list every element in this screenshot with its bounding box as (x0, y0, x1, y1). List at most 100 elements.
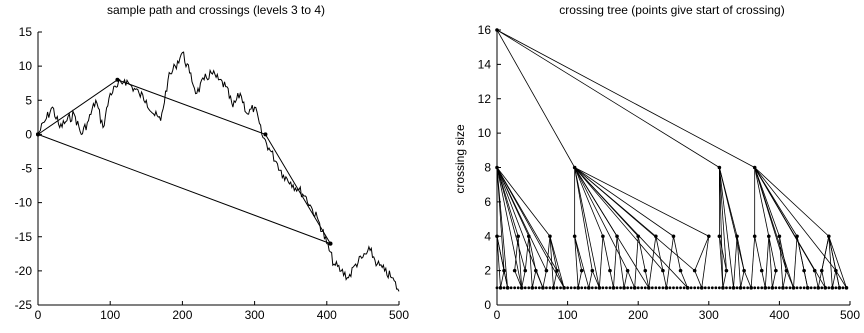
tree-node (523, 268, 528, 273)
tree-node-level1 (562, 286, 566, 290)
tree-edge (574, 167, 628, 271)
tree-edge (574, 167, 593, 271)
tree-edge (496, 29, 576, 168)
tree-node (601, 234, 605, 239)
left-y-tick-label: 10 (19, 59, 33, 73)
tree-edge (754, 167, 830, 237)
tree-node-level1 (732, 286, 735, 290)
tree-edge (754, 167, 794, 288)
tree-node (526, 234, 531, 239)
tree-node (678, 268, 683, 273)
tree-node-level1 (534, 286, 538, 290)
tree-node-level1 (668, 286, 672, 290)
tree-edge (496, 29, 720, 168)
tree-node-level1 (672, 286, 675, 290)
tree-edge (722, 270, 727, 288)
tree-node-level1 (629, 286, 633, 290)
tree-edge (528, 236, 537, 271)
tree-node-level1 (725, 286, 728, 290)
tree-edge (666, 236, 674, 288)
tree-node-level1 (756, 286, 760, 290)
tree-node (548, 234, 552, 239)
tree-node-level1 (749, 286, 753, 290)
tree-node-level1 (657, 286, 661, 290)
tree-edge (786, 270, 794, 288)
tree-node (512, 268, 517, 273)
tree-node (707, 234, 711, 239)
right-y-tick-label: 12 (478, 92, 492, 106)
tree-edge (768, 236, 773, 288)
tree-node (717, 234, 722, 239)
tree-edge (496, 236, 501, 288)
tree-edge (549, 236, 565, 288)
tree-node-level1 (520, 286, 524, 290)
tree-edge (574, 236, 590, 288)
tree-node-level1 (742, 286, 746, 290)
tree-edge (782, 270, 787, 288)
tree-edge (574, 167, 664, 271)
right-x-tick-label: 300 (699, 308, 719, 322)
tree-node-level1 (686, 286, 690, 290)
tree-node-level1 (523, 286, 527, 290)
tree-node-level1 (739, 286, 742, 290)
tree-edge (574, 167, 695, 271)
tree-node-level1 (781, 286, 785, 290)
tree-edge (743, 270, 752, 288)
tree-node-level1 (845, 286, 848, 290)
tree-node-level1 (820, 286, 824, 290)
tree-edge (768, 236, 777, 271)
tree-edge (496, 167, 565, 289)
tree-node-level1 (612, 286, 615, 290)
right-y-tick-label: 6 (484, 195, 491, 209)
tree-node-level1 (693, 286, 697, 290)
tree-edge (793, 236, 798, 288)
tree-node-level1 (770, 286, 774, 290)
tree-node-level1 (605, 286, 608, 290)
left-y-tick-label: -10 (15, 196, 33, 210)
tree-edge (736, 236, 741, 288)
tree-node-level1 (675, 286, 679, 290)
tree-edge (514, 236, 519, 271)
tree-node-level1 (682, 286, 686, 290)
tree-node-level1 (735, 286, 739, 290)
right-y-tick-label: 4 (484, 229, 491, 243)
tree-node-level1 (569, 286, 573, 290)
left-chart-title: sample path and crossings (levels 3 to 4… (107, 3, 325, 17)
tree-node-level1 (710, 286, 714, 290)
tree-node (784, 268, 789, 273)
tree-node-level1 (597, 286, 601, 290)
crossing-point (328, 241, 333, 246)
tree-node (661, 268, 665, 273)
crossing-chord-series-2 (37, 133, 331, 245)
tree-edge (779, 236, 784, 288)
tree-edge (613, 236, 618, 288)
tree-node (802, 268, 806, 273)
tree-edge (496, 29, 755, 168)
tree-node (643, 268, 648, 273)
tree-node (502, 268, 506, 273)
tree-node-level1 (760, 286, 764, 290)
tree-node-level1 (583, 286, 587, 290)
tree-node-level1 (502, 286, 506, 290)
tree-node-level1 (587, 286, 591, 290)
crossing-chord-series-1 (37, 79, 331, 244)
right-x-tick-label: 500 (840, 308, 860, 322)
tree-node (742, 268, 746, 273)
tree-edge (553, 270, 558, 288)
tree-edge (803, 270, 809, 288)
tree-edge (496, 167, 508, 288)
tree-node-level1 (689, 286, 693, 290)
tree-edge (528, 236, 533, 288)
tree-edge (779, 236, 787, 271)
tree-node-level1 (576, 286, 580, 290)
tree-edge (719, 167, 745, 271)
tree-edge (542, 270, 547, 288)
right-y-tick-label: 14 (478, 57, 492, 71)
right-y-tick-label: 2 (484, 264, 491, 278)
tree-edge (740, 270, 745, 288)
tree-node (752, 165, 757, 170)
tree-node (834, 268, 838, 273)
tree-edge (521, 270, 526, 288)
tree-edge (549, 236, 554, 288)
tree-node-level1 (555, 286, 559, 290)
